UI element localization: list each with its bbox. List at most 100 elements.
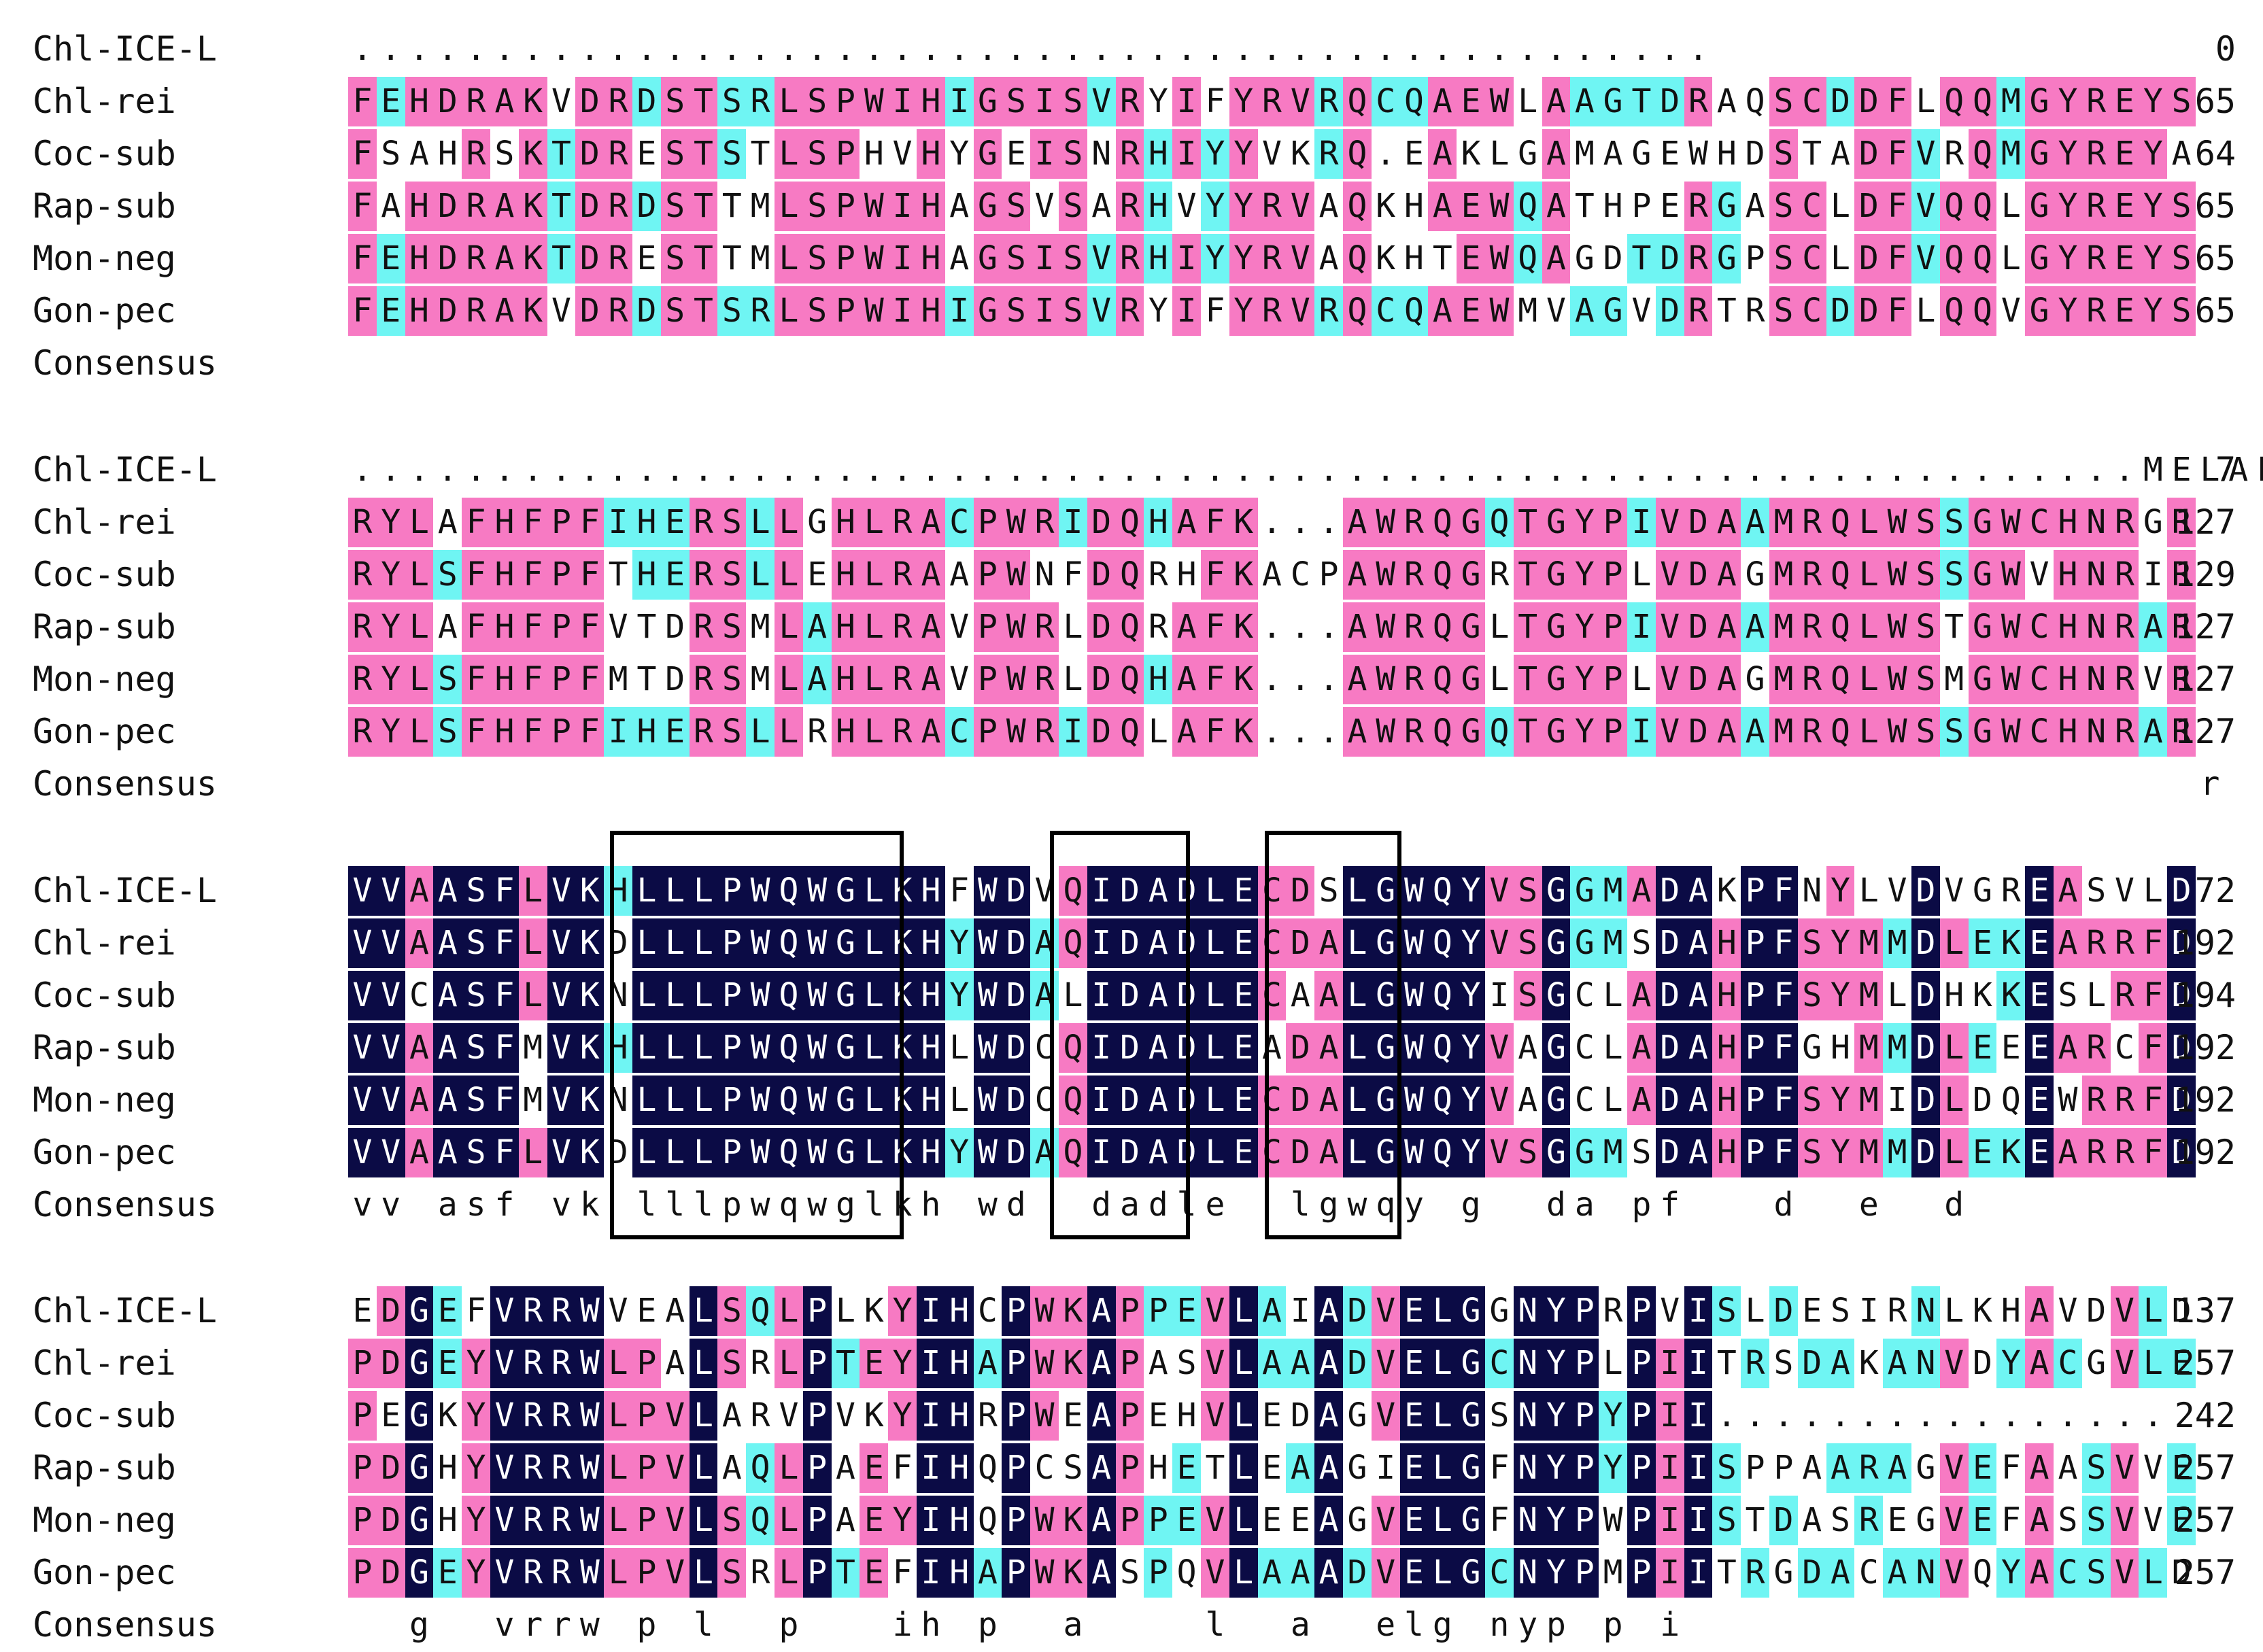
residue: L <box>2001 187 2021 225</box>
residue: K <box>1461 135 1481 173</box>
residue: I <box>1030 234 1059 283</box>
residue: E <box>2110 234 2139 283</box>
residue: R <box>689 655 718 704</box>
residue: S <box>717 707 747 757</box>
residue: P <box>802 1391 832 1441</box>
residue: A <box>1428 129 1457 179</box>
residue: Y <box>1542 1286 1571 1336</box>
residue: E <box>1172 1443 1201 1493</box>
residue: W <box>1399 1023 1429 1073</box>
residue: V <box>2001 292 2021 330</box>
residue: I <box>888 234 917 283</box>
residue: . <box>779 451 799 489</box>
residue: P <box>973 707 1002 757</box>
residue: Y <box>1229 77 1258 126</box>
residue: Q <box>1968 182 1997 231</box>
residue: S <box>1769 77 1798 126</box>
residue: L <box>1428 1286 1457 1336</box>
residue: V <box>836 1396 855 1434</box>
residue: E <box>807 555 828 593</box>
consensus-residue: i <box>892 1606 913 1644</box>
sequence-name: Coc-sub <box>33 134 176 173</box>
residue: I <box>1087 1075 1116 1125</box>
residue: M <box>1996 77 2026 126</box>
residue: P <box>717 971 747 1020</box>
residue: S <box>1176 1344 1197 1382</box>
residue: L <box>1343 1075 1372 1125</box>
residue-count: 137 <box>2174 1291 2236 1330</box>
residue: Y <box>376 602 405 652</box>
residue: A <box>1087 1496 1116 1545</box>
residue: D <box>1115 1023 1144 1073</box>
consensus-residue: a <box>1120 1186 1140 1224</box>
residue: Y <box>1457 866 1485 916</box>
residue: R <box>547 1496 576 1545</box>
residue: V <box>608 608 628 646</box>
residue: I <box>945 286 974 336</box>
residue: D <box>376 1443 405 1493</box>
residue: R <box>348 655 377 704</box>
residue: I <box>604 498 632 547</box>
residue-count: 257 <box>2174 1553 2236 1592</box>
consensus-residue: w <box>807 1186 828 1224</box>
residue: E <box>1399 1391 1429 1441</box>
residue: W <box>746 971 775 1020</box>
residue: A <box>721 1449 742 1487</box>
residue: L <box>1603 1029 1623 1067</box>
residue: L <box>689 1128 718 1177</box>
residue: . <box>1290 608 1310 646</box>
residue: S <box>717 1496 747 1545</box>
residue: T <box>689 182 718 231</box>
residue: K <box>888 918 917 968</box>
residue: R <box>2110 1128 2139 1177</box>
residue: G <box>973 234 1002 283</box>
residue: . <box>466 451 486 489</box>
residue: A <box>802 655 832 704</box>
residue: H <box>1176 1396 1197 1434</box>
residue: P <box>1002 1391 1031 1441</box>
residue: P <box>973 550 1002 600</box>
residue: L <box>2001 239 2021 277</box>
residue-count: 257 <box>2174 1500 2236 1540</box>
residue: K <box>1858 1344 1879 1382</box>
residue: G <box>1968 498 1997 547</box>
residue: Q <box>1176 1553 1197 1591</box>
residue: R <box>604 129 632 179</box>
residue: Y <box>1996 1548 2026 1598</box>
consensus-residue: w <box>750 1186 770 1224</box>
residue: R <box>1745 292 1765 330</box>
residue: Q <box>1939 182 1969 231</box>
residue: S <box>2167 286 2196 336</box>
residue: A <box>1257 1548 1287 1598</box>
residue: R <box>1257 182 1287 231</box>
residue: . <box>1432 30 1452 68</box>
residue: I <box>917 1443 945 1493</box>
consensus-residue: f <box>494 1186 515 1224</box>
residue: F <box>2139 1023 2168 1073</box>
residue: L <box>689 1496 718 1545</box>
residue: . <box>1916 1396 1936 1434</box>
residue: G <box>1968 550 1997 600</box>
residue: L <box>660 866 690 916</box>
residue: P <box>1318 555 1339 593</box>
residue: S <box>1831 1292 1850 1330</box>
residue: S <box>717 129 747 179</box>
residue: S <box>1939 707 1969 757</box>
residue: Y <box>2054 182 2082 231</box>
residue: S <box>433 707 462 757</box>
residue: H <box>490 602 519 652</box>
residue: L <box>1939 1128 1969 1177</box>
residue: H <box>1148 1449 1168 1487</box>
residue: D <box>575 286 605 336</box>
residue: C <box>1257 1075 1287 1125</box>
residue: R <box>462 182 490 231</box>
residue: F <box>518 498 547 547</box>
residue: A <box>1428 77 1457 126</box>
residue: G <box>1570 918 1599 968</box>
residue: L <box>1229 1443 1258 1493</box>
residue: M <box>1883 1023 1911 1073</box>
residue: P <box>1570 1391 1599 1441</box>
residue: E <box>1399 1548 1429 1598</box>
sequence-row: Coc-sub P E G K Y V R R W L P V L A R V P V K Y I H R P W E A P E H V L E… <box>0 1390 2263 1442</box>
